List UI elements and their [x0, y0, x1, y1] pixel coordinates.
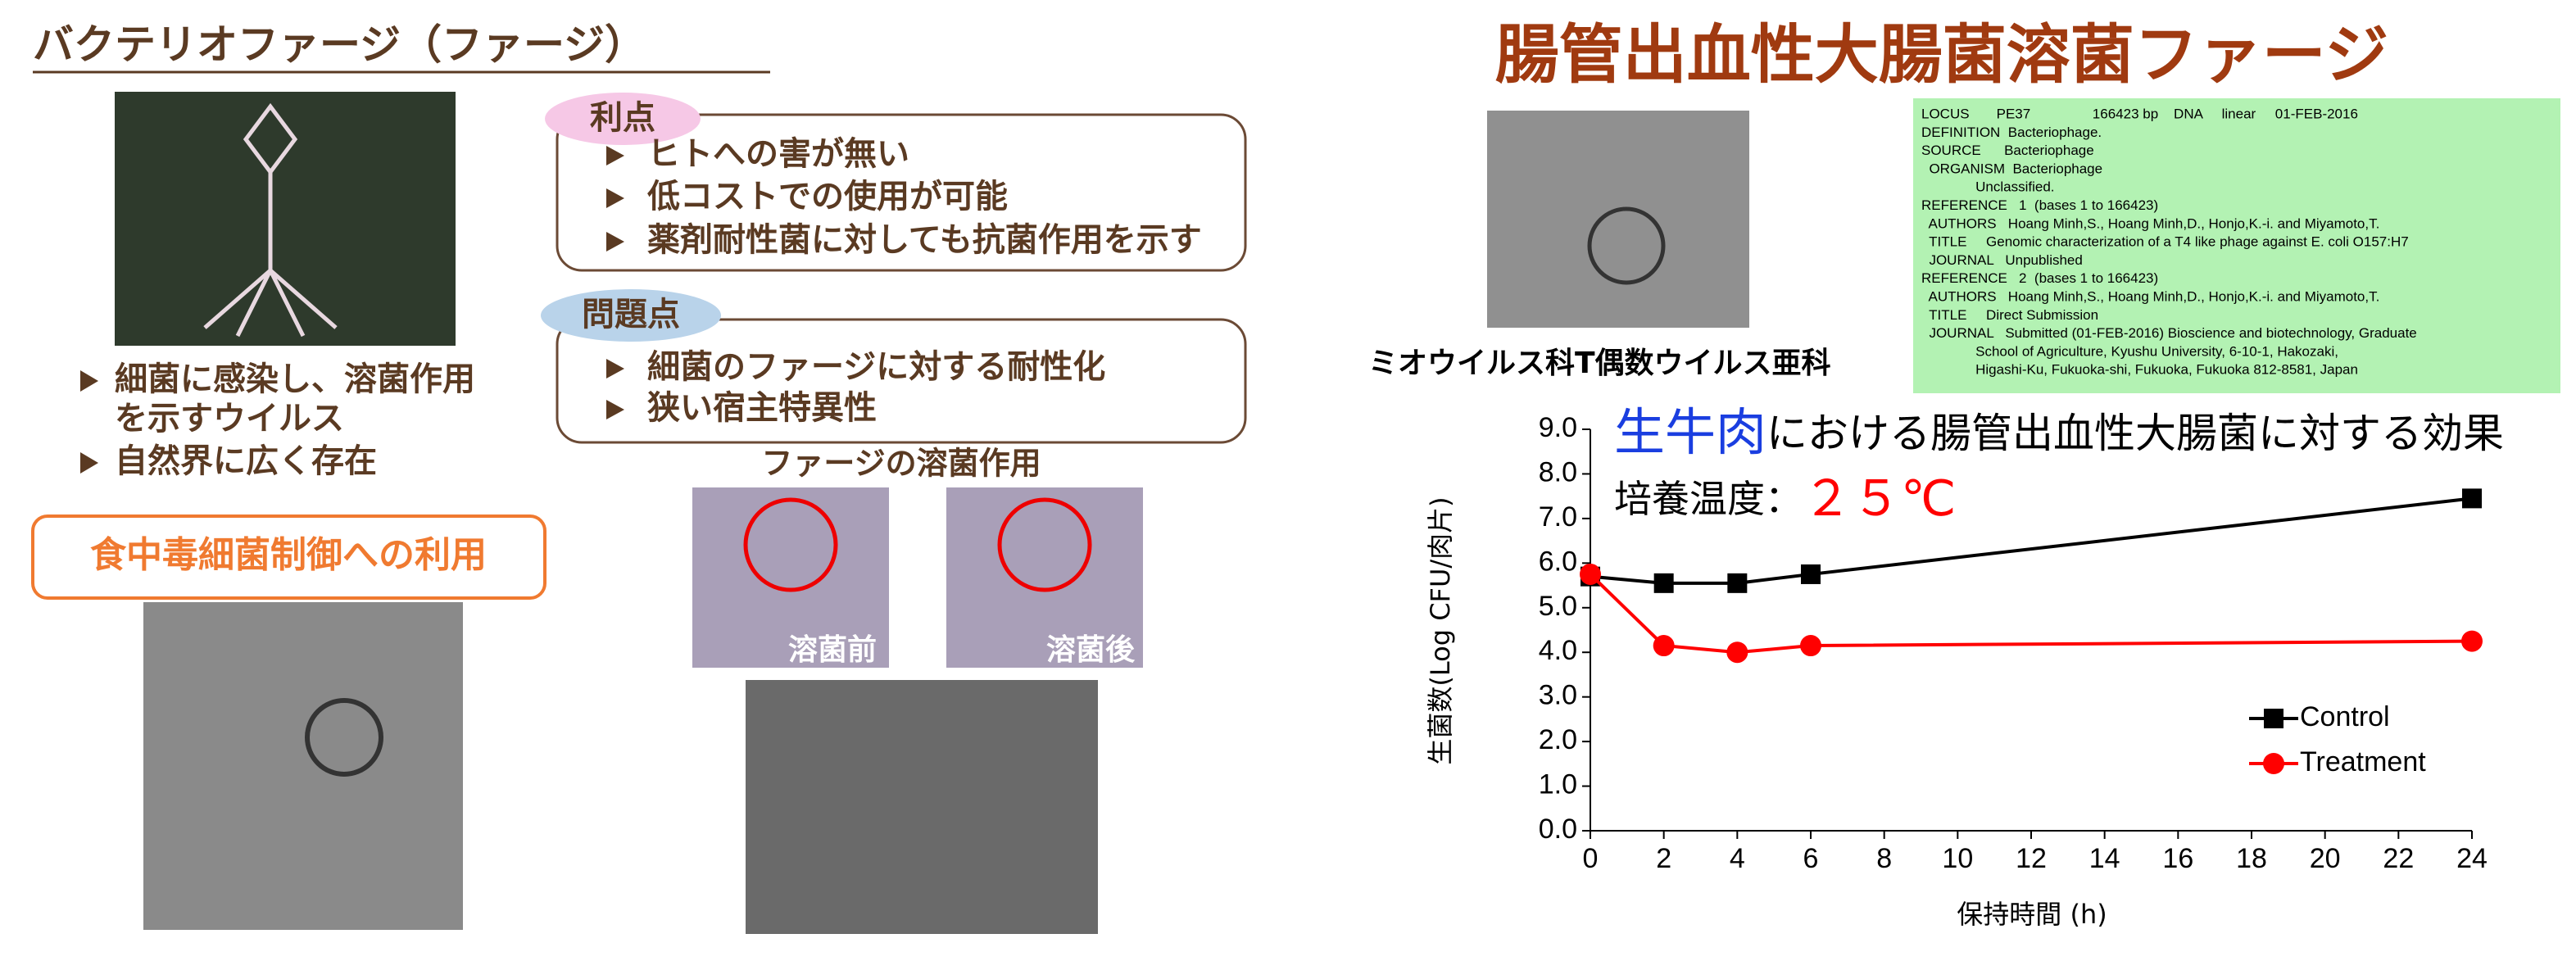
em-photo [143, 602, 463, 930]
bullet: 細菌に感染し、溶菌作用 [115, 360, 475, 398]
y-tick-label: 3.0 [1539, 680, 1577, 711]
bullet-icon [80, 370, 98, 474]
chart-title: 生牛肉における腸管出血性大腸菌に対する効果 [1614, 402, 2504, 462]
x-tick-label: 0 [1583, 843, 1599, 874]
y-tick-label: 5.0 [1539, 591, 1577, 622]
genbank-line: TITLE Genomic characterization of a T4 l… [1921, 234, 2409, 250]
phage-em-photo [1487, 111, 1749, 328]
point [2462, 488, 2482, 509]
point [2461, 630, 2483, 652]
merits-box [556, 113, 1247, 272]
point [1580, 563, 1601, 585]
x-tick-label: 2 [1656, 843, 1671, 874]
x-tick-label: 8 [1876, 843, 1892, 874]
merit: 薬剤耐性菌に対しても抗菌作用を示す [647, 221, 1202, 259]
caption: ミオウイルス科T偶数ウイルス亜科 [1368, 347, 1831, 380]
bullet: を示すウイルス [115, 400, 344, 437]
after-photo [946, 487, 1143, 668]
genbank-text: LOCUS PE37 166423 bp DNA linear 01-FEB-2… [1921, 106, 2417, 377]
point [1801, 564, 1821, 584]
after-label: 溶菌後 [1046, 633, 1136, 667]
x-tick-label: 20 [2310, 843, 2341, 874]
title-text: における腸管出血性大腸菌に対する効果 [1766, 410, 2504, 457]
phage-illustration [203, 102, 338, 338]
title-highlight: 生牛肉 [1614, 402, 1766, 462]
merits-label: 利点 [590, 99, 655, 137]
genbank-line: AUTHORS Hoang Minh,S., Hoang Minh,D., Ho… [1921, 288, 2379, 304]
bacteria-photo [746, 680, 1098, 934]
legend-label: Treatment [2300, 746, 2426, 777]
legend-marker [2264, 709, 2283, 728]
problem: 細菌のファージに対する耐性化 [647, 348, 1105, 386]
em-phage [305, 698, 383, 777]
x-tick-label: 18 [2236, 843, 2267, 874]
x-tick-label: 24 [2456, 843, 2488, 874]
merit: ヒトへの害が無い [647, 135, 909, 173]
genbank-line: TITLE Direct Submission [1921, 307, 2098, 323]
before-label: 溶菌前 [788, 633, 877, 667]
genbank-box [1913, 98, 2560, 393]
bullet-icon [606, 359, 624, 419]
genbank-line: Unclassified. [1921, 179, 2055, 195]
subtitle-text: 培養温度： [1614, 477, 1803, 521]
phage-photo [115, 92, 456, 346]
y-tick-label: 8.0 [1539, 456, 1577, 487]
before-photo [692, 487, 889, 668]
genbank-line: ORGANISM Bacteriophage [1921, 161, 2102, 176]
genbank-line: AUTHORS Hoang Minh,S., Hoang Minh,D., Ho… [1921, 215, 2379, 231]
genbank-line: SOURCE Bacteriophage [1921, 143, 2094, 158]
genbank-line: School of Agriculture, Kyushu University… [1921, 343, 2338, 359]
genbank-line: DEFINITION Bacteriophage. [1921, 125, 2102, 140]
point [1800, 635, 1821, 657]
y-tick-label: 4.0 [1539, 635, 1577, 666]
problems-label: 問題点 [582, 296, 680, 333]
merit: 低コストでの使用が可能 [647, 178, 1008, 215]
point [1726, 641, 1748, 664]
x-axis-label: 保持時間 (h) [1957, 899, 2107, 930]
highlight-box [31, 514, 546, 600]
problems-label-bg [541, 289, 721, 342]
x-tick-label: 6 [1803, 843, 1819, 874]
em-phage [1587, 206, 1666, 285]
x-tick-label: 22 [2383, 843, 2414, 874]
chart-subtitle: 培養温度：２５℃ [1614, 470, 1956, 528]
y-axis-label: 生菌数(Log CFU/肉片) [1425, 496, 1456, 764]
y-tick-label: 0.0 [1539, 814, 1577, 845]
highlight-text: 食中毒細菌制御への利用 [90, 534, 487, 576]
problems-box [556, 318, 1247, 444]
legend-marker [2263, 753, 2284, 774]
x-tick-label: 12 [2016, 843, 2047, 874]
point [1727, 573, 1748, 593]
x-tick-label: 14 [2089, 843, 2120, 874]
subtitle-value: ２５℃ [1803, 470, 1956, 528]
point [1653, 573, 1674, 593]
bullet-icon [606, 146, 624, 252]
merits-label-bg [545, 93, 701, 145]
y-tick-label: 7.0 [1539, 501, 1577, 533]
genbank-line: Higashi-Ku, Fukuoka-shi, Fukuoka, Fukuok… [1921, 362, 2358, 378]
problem: 狭い宿主特異性 [647, 389, 877, 427]
x-tick-label: 10 [1942, 843, 1973, 874]
y-tick-label: 6.0 [1539, 546, 1577, 577]
x-tick-label: 16 [2162, 843, 2193, 874]
genbank-line: JOURNAL Unpublished [1921, 252, 2083, 268]
bullet: 自然界に広く存在 [115, 442, 377, 480]
right-title: 腸管出血性大腸菌溶菌ファージ [1495, 18, 2388, 92]
genbank-line: JOURNAL Submitted (01-FEB-2016) Bioscien… [1921, 325, 2417, 341]
genbank-line: LOCUS PE37 166423 bp DNA linear 01-FEB-2… [1921, 106, 2358, 121]
x-tick-label: 4 [1730, 843, 1745, 874]
lysis-title: ファージの溶菌作用 [761, 446, 1041, 482]
chart: 0.01.02.03.04.05.06.07.08.09.00 2 4 6 8 10 12 1… [1425, 402, 2504, 930]
left-title: バクテリオファージ（ファージ） [33, 21, 646, 69]
y-tick-label: 9.0 [1539, 412, 1577, 443]
point [1653, 635, 1675, 657]
highlight-circle [743, 497, 838, 592]
genbank-line: REFERENCE 2 (bases 1 to 166423) [1921, 270, 2158, 286]
highlight-circle [997, 497, 1092, 592]
legend-label: Control [2300, 701, 2390, 732]
y-tick-label: 1.0 [1539, 769, 1577, 800]
y-tick-label: 2.0 [1539, 724, 1577, 755]
genbank-line: REFERENCE 1 (bases 1 to 166423) [1921, 197, 2158, 213]
